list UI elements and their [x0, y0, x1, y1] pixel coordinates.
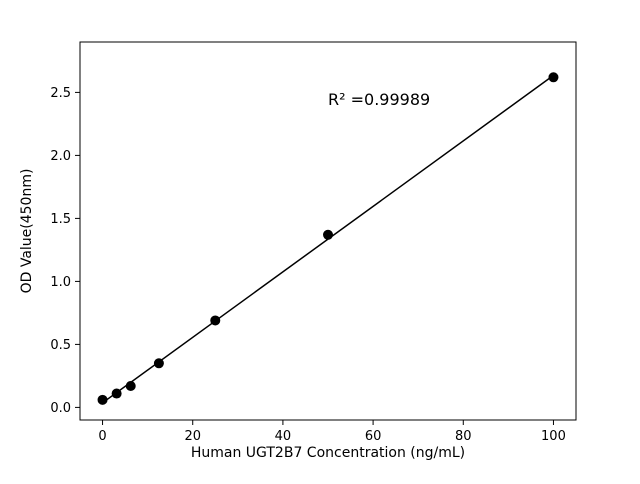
x-tick-label: 40 — [275, 429, 292, 444]
data-point — [125, 380, 136, 391]
x-tick-label: 100 — [541, 429, 566, 444]
data-point — [97, 394, 108, 405]
data-point — [210, 315, 221, 326]
data-point — [548, 72, 559, 83]
y-tick-label: 2.0 — [50, 149, 71, 164]
plot-area: 0 20 40 60 80 100 0.0 0.5 1.0 1.5 2.0 2.5 — [50, 41, 577, 444]
data-point — [111, 388, 122, 399]
data-point — [153, 358, 164, 369]
y-tick-label: 1.0 — [50, 275, 71, 290]
data-point — [323, 229, 333, 240]
x-tick-label: 60 — [365, 429, 382, 444]
x-axis-label: Human UGT2B7 Concentration (ng/mL) — [191, 445, 465, 461]
r-squared-annotation: R² =0.99989 — [328, 90, 430, 109]
x-tick-label: 20 — [184, 429, 201, 444]
y-tick-label: 2.5 — [50, 86, 71, 101]
y-axis-label: OD Value(450nm) — [19, 169, 35, 294]
y-tick-label: 0.0 — [50, 401, 71, 416]
x-tick-label: 80 — [455, 429, 472, 444]
y-tick-label: 1.5 — [50, 212, 71, 227]
plot-frame — [79, 41, 577, 421]
x-tick-label: 0 — [98, 429, 106, 444]
y-tick-label: 0.5 — [50, 338, 71, 353]
